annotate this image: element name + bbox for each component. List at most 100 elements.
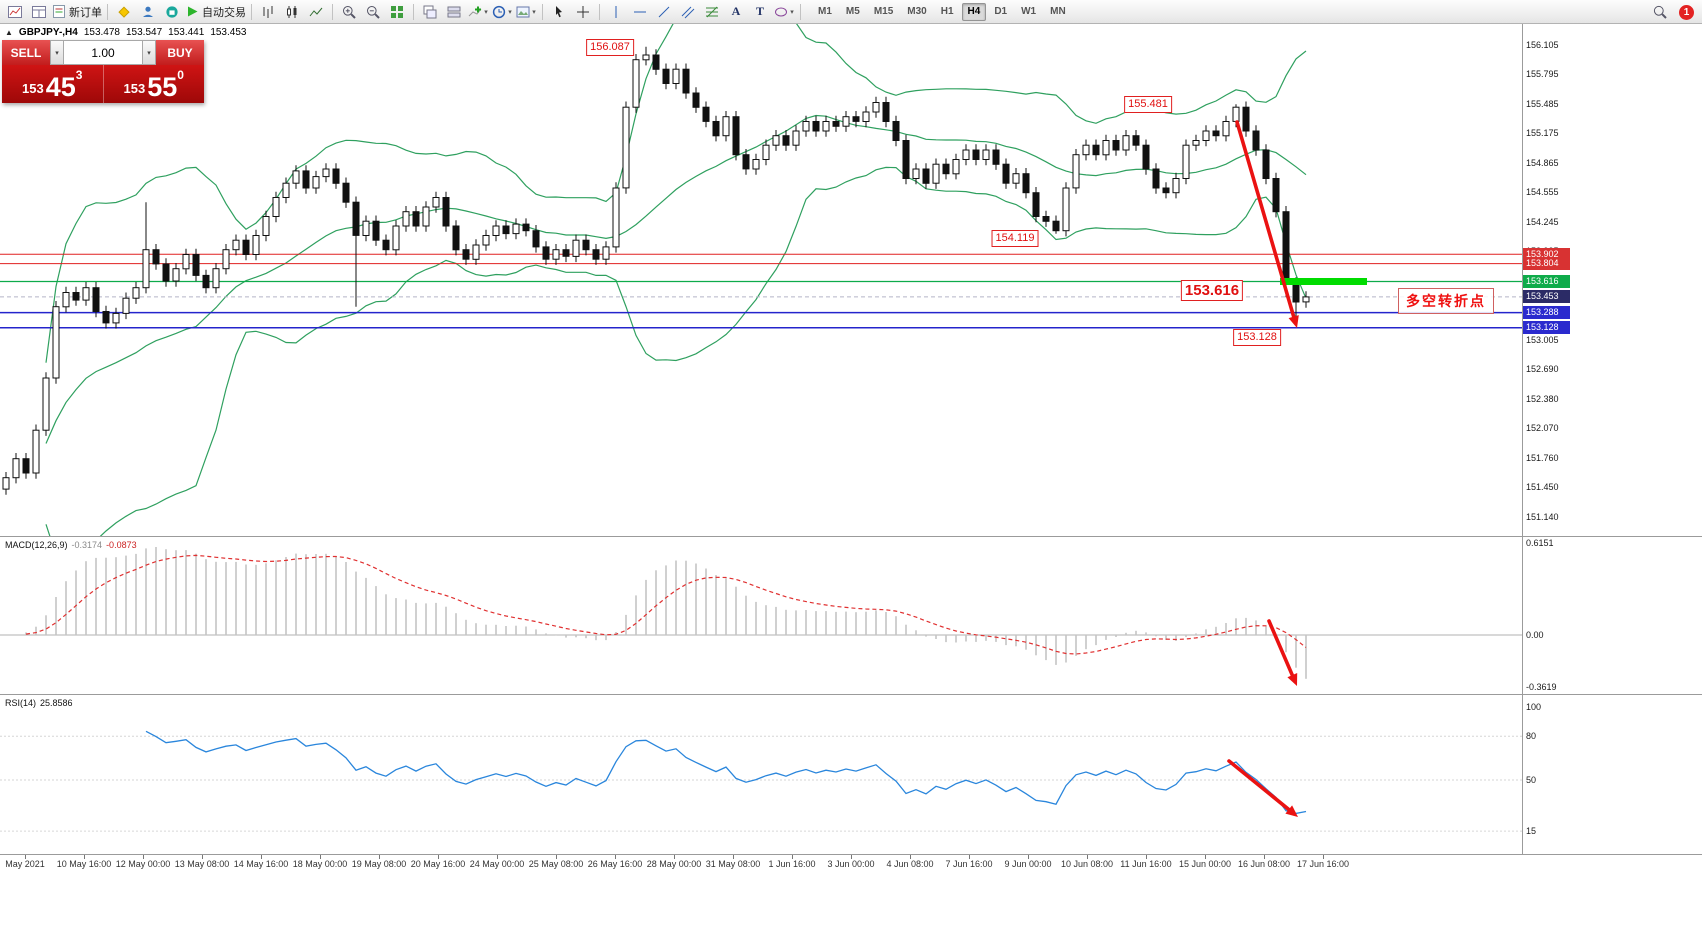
candlestick-chart-icon[interactable] — [281, 2, 303, 22]
timeframe-mn[interactable]: MN — [1050, 5, 1066, 17]
toolbar: 新订单 自动交易 ▾ ▾ — [0, 0, 1702, 24]
panel-separator[interactable] — [0, 694, 1702, 695]
time-axis-label: 15 Jun 00:00 — [1178, 859, 1232, 869]
time-axis-label: 24 May 00:00 — [469, 859, 525, 869]
price-tag: 153.804 — [1523, 257, 1570, 271]
timeframe-h4[interactable]: H4 — [961, 2, 987, 21]
sell-button[interactable]: SELL — [2, 40, 50, 65]
quote-open: 153.478 — [83, 27, 120, 38]
price-axis-label: 155.175 — [1526, 128, 1559, 139]
text-tool-icon[interactable]: A — [731, 4, 741, 18]
volume-input[interactable]: 1.00 — [64, 40, 142, 65]
sell-dropdown[interactable]: ▾ — [50, 40, 64, 65]
time-axis-tick — [202, 855, 203, 859]
down-arrow[interactable] — [1267, 619, 1298, 686]
sell-price[interactable]: 153 45 3 — [22, 68, 83, 103]
notification-badge[interactable]: 1 — [1679, 4, 1694, 20]
horizontal-level-lines — [0, 253, 1522, 329]
buy-price[interactable]: 153 55 0 — [102, 65, 205, 103]
timeframe-h1[interactable]: H1 — [940, 5, 954, 17]
label-tool-icon[interactable]: T — [755, 4, 764, 18]
one-click-expand-icon[interactable]: ▲ — [5, 28, 13, 37]
price-flag[interactable]: 153.128 — [1233, 328, 1281, 346]
buy-dropdown[interactable]: ▾ — [142, 40, 156, 65]
shapes-tool-button[interactable]: ▾ — [773, 2, 795, 22]
time-axis-tick — [1087, 855, 1088, 859]
chevron-down-icon: ▾ — [532, 8, 536, 16]
mql-diamond-icon[interactable] — [113, 2, 135, 22]
trendline-tool-icon[interactable] — [653, 2, 675, 22]
profiles-icon[interactable] — [28, 2, 50, 22]
highlight-line[interactable] — [1280, 278, 1367, 285]
rsi-panel[interactable] — [0, 695, 1522, 855]
time-axis-label: 7 Jun 16:00 — [945, 859, 993, 869]
timeframe-m1[interactable]: M1 — [818, 5, 832, 17]
arrange-windows-icon[interactable] — [419, 2, 441, 22]
toolbar-separator — [599, 3, 600, 20]
macd-axis-label: 0.6151 — [1526, 538, 1554, 548]
zoom-out-icon[interactable] — [362, 2, 384, 22]
new-order-button[interactable]: 新订单 — [52, 2, 102, 22]
macd-panel[interactable] — [0, 537, 1522, 695]
zoom-in-icon[interactable] — [338, 2, 360, 22]
clock-icon — [493, 5, 506, 18]
time-axis-label: May 2021 — [5, 859, 45, 869]
tile-windows-icon[interactable] — [386, 2, 408, 22]
price-flag[interactable]: 153.616 — [1180, 280, 1244, 302]
timeframe-m5[interactable]: M5 — [845, 5, 860, 17]
channel-tool-icon[interactable] — [677, 2, 699, 22]
time-axis-tick — [143, 855, 144, 859]
price-chart-panel[interactable] — [0, 24, 1522, 537]
time-axis-label: 28 May 00:00 — [646, 859, 702, 869]
rsi-level-lines — [0, 735, 1522, 832]
time-axis-tick — [792, 855, 793, 859]
panel-separator[interactable] — [0, 536, 1702, 537]
chevron-down-icon: ▾ — [790, 8, 794, 16]
candles — [2, 46, 1310, 495]
macd-label: MACD(12,26,9) -0.3174 -0.0873 — [5, 540, 137, 550]
play-icon — [188, 6, 198, 17]
timeframe-m30[interactable]: M30 — [907, 5, 927, 17]
indicators-button[interactable]: ▾ — [467, 2, 489, 22]
horizontal-line-tool-icon[interactable] — [629, 2, 651, 22]
vertical-line-tool-icon[interactable] — [605, 2, 627, 22]
rsi-axis-label: 100 — [1526, 702, 1542, 712]
one-click-trading-panel: SELL ▾ 1.00 ▾ BUY 153 45 3 153 55 0 — [2, 40, 204, 103]
market-icon[interactable] — [161, 2, 183, 22]
time-axis-tick — [261, 855, 262, 859]
templates-button[interactable]: ▾ — [515, 2, 537, 22]
cursor-icon[interactable] — [548, 2, 570, 22]
price-flag[interactable]: 155.481 — [1124, 96, 1172, 114]
time-axis-tick — [733, 855, 734, 859]
crosshair-icon[interactable] — [572, 2, 594, 22]
quote-low: 153.441 — [168, 27, 205, 38]
buy-button[interactable]: BUY — [156, 40, 204, 65]
line-chart-icon[interactable] — [305, 2, 327, 22]
time-axis-label: 13 May 08:00 — [174, 859, 230, 869]
time-axis-label: 16 Jun 08:00 — [1237, 859, 1291, 869]
down-arrow[interactable] — [1235, 120, 1299, 328]
search-icon[interactable] — [1649, 2, 1671, 22]
periods-button[interactable]: ▾ — [491, 2, 513, 22]
timeframe-w1[interactable]: W1 — [1021, 5, 1037, 17]
price-scale-separator — [1522, 24, 1523, 855]
timeframe-d1[interactable]: D1 — [994, 5, 1008, 17]
price-axis-label: 154.865 — [1526, 157, 1559, 168]
time-axis-tick — [379, 855, 380, 859]
fibonacci-tool-icon[interactable] — [701, 2, 723, 22]
toolbar-right-group: 1 — [1648, 2, 1694, 22]
down-arrow[interactable] — [1227, 759, 1298, 817]
toolbar-separator — [251, 3, 252, 20]
price-flag[interactable]: 154.119 — [991, 229, 1039, 247]
timeframe-m15[interactable]: M15 — [873, 5, 894, 17]
price-flag[interactable]: 156.087 — [586, 38, 634, 56]
community-icon[interactable] — [137, 2, 159, 22]
turning-point-annotation[interactable]: 多空转折点 — [1398, 288, 1494, 314]
bar-chart-icon[interactable] — [257, 2, 279, 22]
time-axis-tick — [84, 855, 85, 859]
auto-trading-button[interactable]: 自动交易 — [185, 2, 246, 22]
chart-window-icon[interactable] — [4, 2, 26, 22]
cascade-windows-icon[interactable] — [443, 2, 465, 22]
time-axis-tick — [1028, 855, 1029, 859]
time-axis-label: 25 May 08:00 — [528, 859, 584, 869]
